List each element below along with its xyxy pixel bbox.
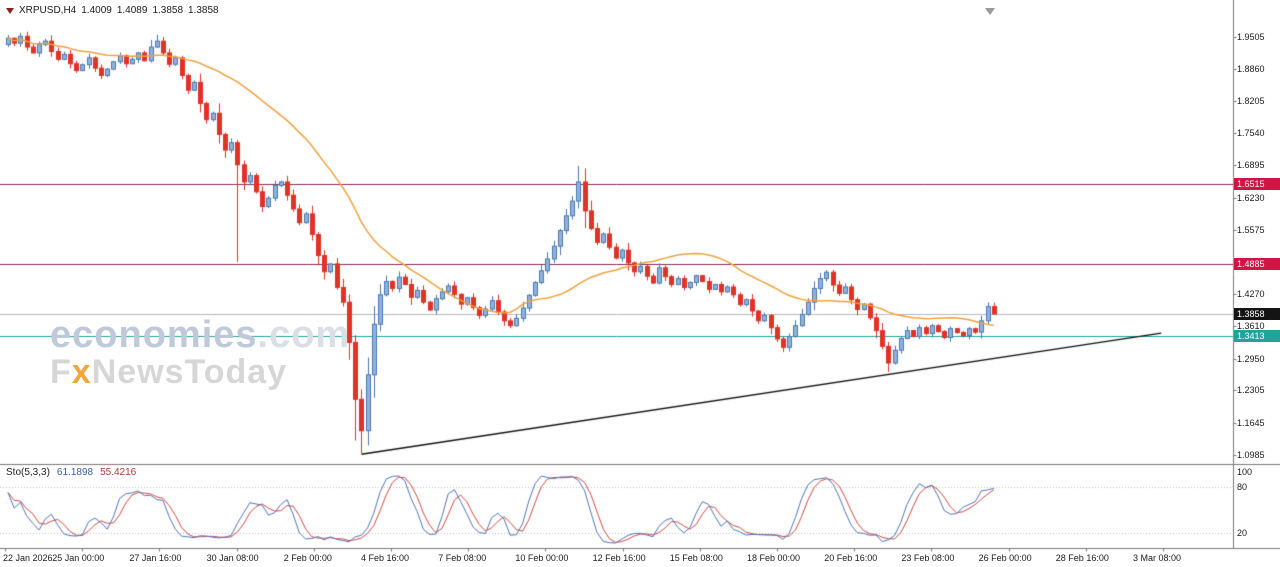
stochastic-label: Sto(5,3,3) 61.1898 55.4216 bbox=[6, 467, 136, 478]
price-axis-label: 1.8205 bbox=[1237, 95, 1265, 106]
stochastic-d-value: 55.4216 bbox=[100, 467, 137, 478]
symbol-header: XRPUSD,H4 1.4009 1.4089 1.3858 1.3858 bbox=[6, 5, 219, 16]
quote-open: 1.4009 bbox=[81, 5, 112, 16]
quote-high: 1.4089 bbox=[116, 5, 148, 16]
time-axis-label: 30 Jan 08:00 bbox=[206, 553, 259, 563]
resistance-price-badge-2: 1.4885 bbox=[1234, 257, 1280, 270]
stochastic-name: Sto(5,3,3) bbox=[6, 467, 50, 478]
stochastic-axis-label: 20 bbox=[1237, 527, 1248, 538]
price-axis-label: 1.5575 bbox=[1237, 224, 1265, 235]
price-axis-label: 1.0985 bbox=[1237, 450, 1265, 460]
price-axis-label: 1.7540 bbox=[1237, 128, 1265, 139]
time-axis-label: 4 Feb 16:00 bbox=[361, 553, 410, 563]
watermark-rest: NewsToday bbox=[91, 352, 288, 391]
quote-close: 1.3858 bbox=[188, 5, 219, 16]
resistance-price-badge-1: 1.6515 bbox=[1234, 177, 1280, 190]
price-axis-label: 1.2305 bbox=[1237, 385, 1265, 396]
watermark-brand-text: economies bbox=[50, 314, 258, 356]
price-axis-label: 1.8860 bbox=[1237, 63, 1265, 74]
stochastic-axis-label: 100 bbox=[1237, 467, 1253, 477]
price-axis-label: 1.6230 bbox=[1237, 192, 1265, 203]
price-axis-label: 1.1645 bbox=[1237, 417, 1265, 428]
current-price-badge: 1.3858 bbox=[1234, 308, 1280, 321]
time-axis-label: 22 Jan 2026 bbox=[3, 553, 53, 563]
time-axis-label: 25 Jan 00:00 bbox=[52, 553, 105, 563]
time-axis-label: 10 Feb 00:00 bbox=[515, 553, 569, 563]
time-axis-label: 15 Feb 08:00 bbox=[669, 553, 723, 563]
support-price-badge-3: 1.3413 bbox=[1234, 329, 1280, 342]
price-axis-label: 1.6895 bbox=[1237, 160, 1265, 171]
price-axis-label: 1.4270 bbox=[1237, 288, 1265, 299]
watermark-economies: economies.com bbox=[50, 316, 350, 355]
watermark-f: F bbox=[50, 352, 72, 391]
price-axis-label: 1.3610 bbox=[1237, 321, 1265, 332]
time-axis-label: 12 Feb 16:00 bbox=[592, 553, 646, 563]
watermark-fxnewstoday: FxNewsToday bbox=[50, 352, 350, 391]
watermark-x: x bbox=[71, 352, 92, 391]
chart-shift-marker-icon[interactable] bbox=[985, 8, 995, 15]
watermark-domain-text: .com bbox=[257, 314, 351, 356]
time-axis-label: 18 Feb 00:00 bbox=[747, 553, 801, 563]
time-axis-label: 27 Jan 16:00 bbox=[129, 553, 182, 563]
price-axis-label: 1.2950 bbox=[1237, 353, 1265, 364]
time-axis-label: 7 Feb 08:00 bbox=[438, 553, 487, 563]
time-axis-label: 26 Feb 00:00 bbox=[978, 553, 1032, 563]
price-axis-label: 1.9505 bbox=[1237, 32, 1265, 42]
watermark: economies.com FxNewsToday bbox=[50, 316, 350, 389]
time-axis-label: 2 Feb 00:00 bbox=[283, 553, 332, 563]
symbol-title: XRPUSD,H4 bbox=[19, 5, 77, 16]
quote-low: 1.3858 bbox=[152, 5, 184, 16]
time-axis-label: 23 Feb 08:00 bbox=[901, 553, 955, 563]
stochastic-axis-label: 80 bbox=[1237, 482, 1248, 493]
symbol-dropdown-icon[interactable] bbox=[6, 7, 14, 14]
time-axis-label: 28 Feb 16:00 bbox=[1055, 553, 1109, 563]
time-axis-label: 20 Feb 16:00 bbox=[824, 553, 878, 563]
stochastic-k-value: 61.1898 bbox=[56, 467, 94, 478]
time-axis-label: 3 Mar 08:00 bbox=[1133, 553, 1182, 563]
